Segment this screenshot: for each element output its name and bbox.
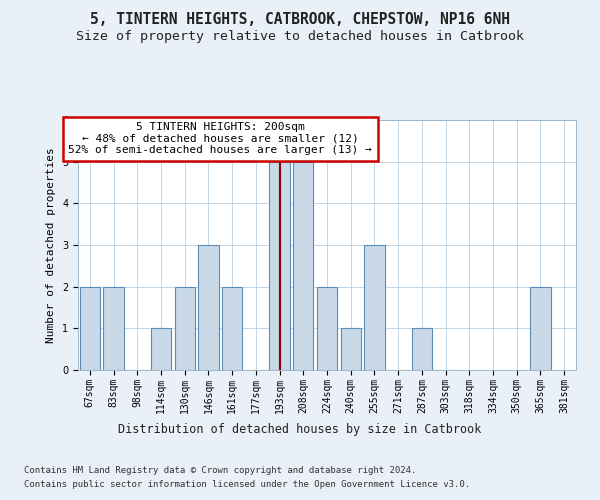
Text: Contains HM Land Registry data © Crown copyright and database right 2024.: Contains HM Land Registry data © Crown c… xyxy=(24,466,416,475)
Bar xyxy=(80,286,100,370)
Bar xyxy=(341,328,361,370)
Text: Contains public sector information licensed under the Open Government Licence v3: Contains public sector information licen… xyxy=(24,480,470,489)
Bar xyxy=(151,328,171,370)
Y-axis label: Number of detached properties: Number of detached properties xyxy=(46,147,56,343)
Bar xyxy=(364,245,385,370)
Text: 5 TINTERN HEIGHTS: 200sqm
← 48% of detached houses are smaller (12)
52% of semi-: 5 TINTERN HEIGHTS: 200sqm ← 48% of detac… xyxy=(68,122,372,156)
Bar xyxy=(175,286,195,370)
Bar xyxy=(222,286,242,370)
Text: 5, TINTERN HEIGHTS, CATBROOK, CHEPSTOW, NP16 6NH: 5, TINTERN HEIGHTS, CATBROOK, CHEPSTOW, … xyxy=(90,12,510,28)
Bar xyxy=(293,162,313,370)
Bar xyxy=(269,162,290,370)
Bar xyxy=(412,328,432,370)
Bar xyxy=(530,286,551,370)
Bar xyxy=(199,245,218,370)
Bar xyxy=(103,286,124,370)
Text: Size of property relative to detached houses in Catbrook: Size of property relative to detached ho… xyxy=(76,30,524,43)
Bar xyxy=(317,286,337,370)
Text: Distribution of detached houses by size in Catbrook: Distribution of detached houses by size … xyxy=(118,422,482,436)
